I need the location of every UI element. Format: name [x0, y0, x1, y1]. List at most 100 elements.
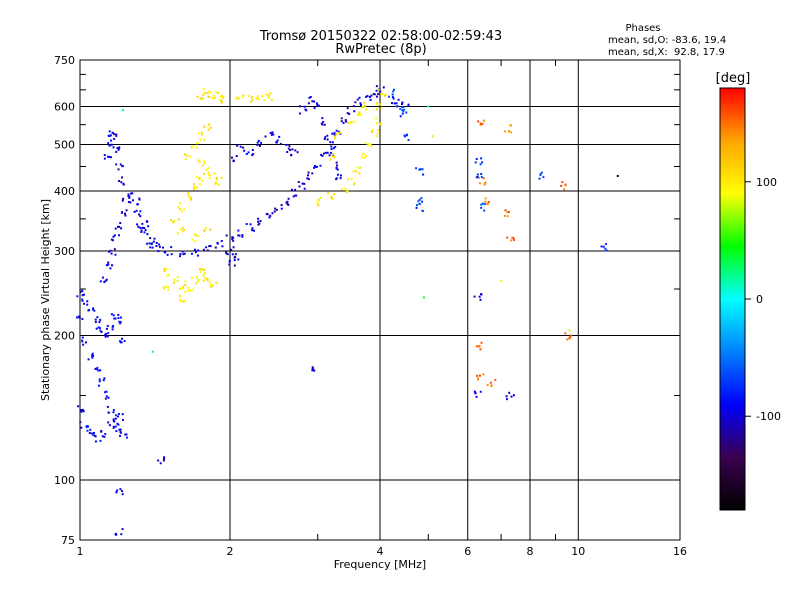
- data-point: [119, 163, 122, 166]
- data-point: [375, 85, 378, 88]
- data-point: [483, 203, 486, 206]
- data-point: [331, 132, 334, 135]
- data-point: [117, 148, 120, 151]
- data-point: [241, 96, 244, 99]
- data-point: [268, 216, 271, 219]
- data-point: [190, 144, 193, 147]
- data-point: [176, 276, 179, 279]
- data-point: [182, 300, 185, 303]
- data-point: [105, 278, 108, 281]
- data-point: [119, 322, 122, 325]
- data-point: [477, 378, 480, 381]
- data-point: [418, 198, 421, 201]
- data-point: [367, 143, 370, 146]
- data-point: [245, 223, 248, 226]
- data-point: [480, 157, 483, 160]
- data-point: [307, 102, 310, 105]
- data-point: [364, 108, 367, 111]
- data-point: [236, 144, 239, 147]
- data-point: [113, 137, 116, 140]
- data-point: [203, 92, 206, 95]
- data-point: [138, 197, 141, 200]
- data-point: [243, 149, 246, 152]
- colorbar-tick-label: 0: [756, 293, 763, 306]
- data-point: [123, 212, 126, 215]
- data-point: [162, 286, 165, 289]
- data-point: [480, 172, 483, 175]
- data-point: [200, 131, 203, 134]
- data-point: [225, 252, 228, 255]
- data-point: [151, 246, 154, 249]
- data-point: [265, 93, 268, 96]
- data-point: [151, 350, 154, 353]
- data-point: [115, 134, 118, 137]
- data-point: [208, 95, 211, 98]
- data-point: [115, 133, 118, 136]
- data-point: [273, 210, 276, 213]
- data-point: [112, 235, 115, 238]
- data-point: [238, 97, 241, 100]
- data-point: [139, 210, 142, 213]
- data-point: [104, 397, 107, 400]
- data-point: [480, 341, 483, 344]
- data-point: [481, 202, 484, 205]
- data-point: [304, 108, 307, 111]
- data-point: [116, 422, 119, 425]
- data-point: [81, 408, 84, 411]
- data-point: [476, 175, 479, 178]
- data-point: [193, 183, 196, 186]
- data-point: [241, 235, 244, 238]
- data-point: [81, 294, 84, 297]
- data-point: [604, 247, 607, 250]
- data-point: [373, 93, 376, 96]
- data-point: [186, 154, 189, 157]
- data-point: [167, 273, 170, 276]
- data-point: [539, 173, 542, 176]
- data-point: [207, 167, 210, 170]
- data-point: [163, 251, 166, 254]
- data-point: [109, 267, 112, 270]
- y-tick-label: 500: [54, 139, 75, 152]
- data-point: [267, 96, 270, 99]
- data-point: [331, 198, 334, 201]
- data-point: [100, 429, 103, 432]
- data-point: [176, 232, 179, 235]
- data-point: [290, 153, 293, 156]
- data-point: [109, 156, 112, 159]
- data-point: [81, 318, 84, 321]
- data-point: [177, 218, 180, 221]
- data-point: [334, 137, 337, 140]
- data-point: [116, 415, 119, 418]
- data-point: [477, 176, 480, 179]
- data-point: [600, 245, 603, 248]
- data-point: [107, 411, 110, 414]
- data-point: [371, 129, 374, 132]
- data-point: [92, 307, 95, 310]
- data-point: [336, 164, 339, 167]
- data-point: [257, 97, 260, 100]
- data-point: [108, 130, 111, 133]
- data-point: [111, 264, 114, 267]
- data-point: [183, 229, 186, 232]
- data-point: [241, 234, 244, 237]
- data-point: [81, 340, 84, 343]
- data-point: [115, 150, 118, 153]
- data-point: [475, 157, 478, 160]
- x-axis-ticks: 1 2 4 6 8 10 16: [77, 60, 687, 558]
- data-point: [172, 219, 175, 222]
- data-point: [106, 335, 109, 338]
- data-point: [189, 155, 192, 158]
- data-point: [299, 112, 302, 115]
- data-point: [105, 264, 108, 267]
- data-point: [116, 147, 119, 150]
- data-point: [103, 281, 106, 284]
- data-point: [203, 229, 206, 232]
- x-tick-label: 16: [673, 545, 687, 558]
- data-point: [234, 255, 237, 258]
- data-point: [192, 188, 195, 191]
- data-point: [379, 103, 382, 106]
- data-point: [242, 146, 245, 149]
- data-point: [221, 245, 224, 248]
- data-point: [197, 132, 200, 135]
- data-point: [155, 241, 158, 244]
